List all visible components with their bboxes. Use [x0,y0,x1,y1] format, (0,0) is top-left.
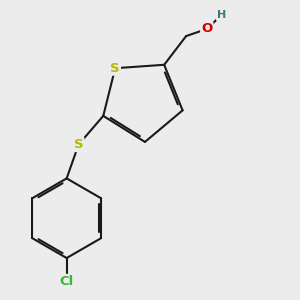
Text: S: S [110,62,120,75]
Text: S: S [74,138,83,151]
Text: O: O [201,22,212,35]
Text: H: H [217,10,226,20]
Text: Cl: Cl [59,275,74,288]
